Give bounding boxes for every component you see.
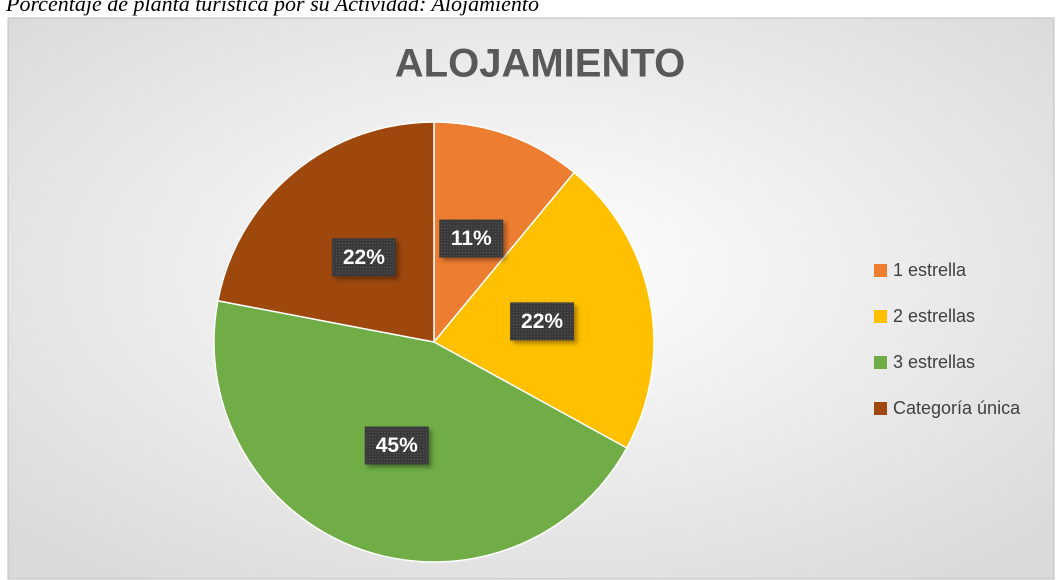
legend-swatch: [874, 402, 887, 415]
data-label: 22%: [521, 310, 563, 333]
data-label-box: [364, 426, 429, 465]
data-label: 45%: [376, 434, 418, 457]
legend-swatch: [874, 310, 887, 323]
chart-title: ALOJAMIENTO: [395, 42, 685, 86]
pie-slice: [433, 121, 576, 345]
legend-swatch: [874, 264, 887, 277]
data-label-box: [510, 302, 575, 341]
legend-label: 1 estrella: [893, 260, 967, 280]
data-label-box: [331, 238, 396, 277]
legend-swatch: [874, 356, 887, 369]
pie: [213, 121, 655, 563]
data-label-box: [439, 219, 504, 258]
data-labels: 11% 22% 45% 22%: [331, 219, 575, 465]
legend: 1 estrella 2 estrellas 3 estrellas Categorí…: [874, 260, 1021, 418]
legend-label: Categoría única: [893, 398, 1021, 418]
caption: Porcentaje de planta turística por su Ac…: [5, 0, 539, 16]
legend-label: 3 estrellas: [893, 352, 975, 372]
pie-slice: [217, 121, 435, 343]
data-label: 11%: [451, 227, 492, 250]
legend-label: 2 estrellas: [893, 306, 975, 326]
data-label: 22%: [343, 246, 385, 269]
